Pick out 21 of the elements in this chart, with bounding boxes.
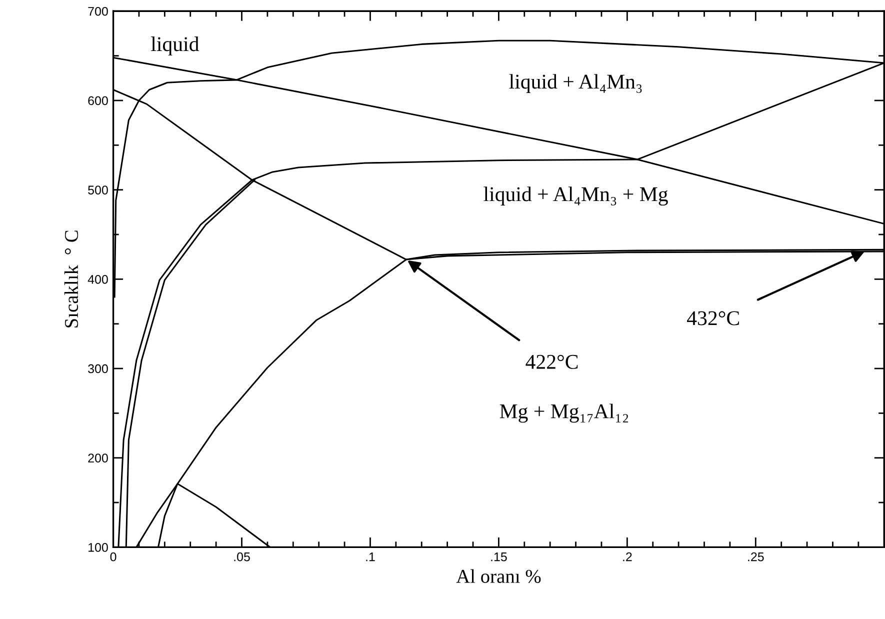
x-tick-label: .05 (234, 552, 250, 562)
annotation: 432°C (687, 311, 739, 326)
x-tick-label: .2 (623, 552, 632, 562)
y-tick-label: 300 (88, 364, 108, 374)
annotation: 422°C (526, 354, 578, 369)
y-axis-title: Sıcaklık ° C (64, 230, 78, 328)
annotation: liquid + Al₄Mn₃ + Mg (484, 186, 668, 206)
annotation: liquid + Al₄Mn₃ (509, 74, 642, 93)
y-tick-label: 700 (88, 6, 108, 16)
y-tick-label: 100 (88, 542, 108, 552)
x-tick-label: .1 (366, 552, 375, 562)
x-tick-label: .25 (748, 552, 764, 562)
y-tick-label: 200 (88, 454, 108, 463)
annotation: liquid (151, 36, 199, 56)
y-tick-label: 600 (88, 96, 108, 106)
x-tick-label: 0 (110, 552, 116, 562)
annotation: Mg + Mg₁₇Al₁₂ (500, 404, 628, 423)
x-tick-label: .15 (491, 552, 507, 562)
y-tick-label: 400 (88, 274, 108, 284)
y-tick-label: 500 (88, 186, 108, 194)
x-axis-title: Al oranı % (456, 569, 541, 584)
